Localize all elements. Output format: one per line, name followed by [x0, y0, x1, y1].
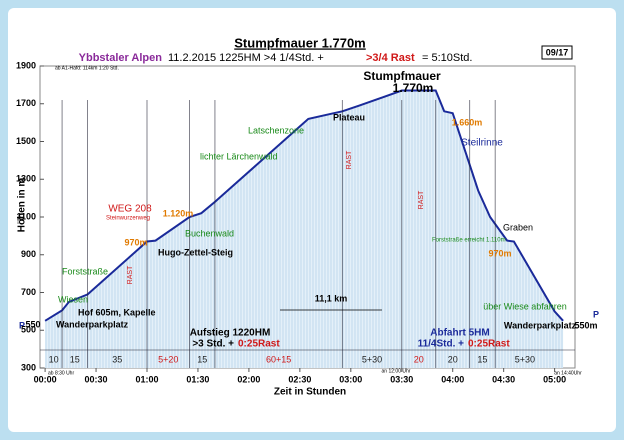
annotation: ab 8:30 Uhr [48, 370, 74, 376]
annotation: Steinwurzenweg [106, 216, 150, 222]
y-tick-label: 900 [21, 249, 36, 259]
summary-down-time: 11/4Std. + [418, 339, 465, 350]
annotation: WEG 208 [108, 204, 152, 215]
y-tick-label: 300 [21, 362, 36, 372]
profile-line [44, 89, 564, 322]
annotation: Stumpfmauer [363, 69, 441, 83]
info: 11.2.2015 1225HM >4 1/4Std. + [168, 52, 324, 64]
y-tick-label: 1700 [16, 98, 36, 108]
total: = 5:10Std. [422, 52, 472, 64]
y-tick-label: 500 [21, 325, 36, 335]
y-tick-label: 1900 [16, 60, 36, 70]
summary-down: Abfahrt 5HM [430, 328, 489, 339]
segment-label: 20 [448, 354, 458, 364]
annotation: Hugo-Zettel-Steig [158, 247, 233, 257]
annotation: RAST [346, 150, 353, 169]
annotation: Graben [503, 222, 533, 232]
segment-label: 15 [477, 354, 487, 364]
y-tick-label: 1500 [16, 136, 36, 146]
annotation: 970m [124, 237, 147, 247]
annotation: Forststraße erreicht 1.110m [432, 238, 506, 244]
annotation: 11,1 km [315, 293, 348, 303]
annotation: 1.770m [393, 81, 434, 95]
annotation: über Wiese abfahren [483, 301, 567, 311]
summary-up-rest: 0:25Rast [238, 339, 280, 350]
segment-label: 35 [112, 354, 122, 364]
x-tick-label: 04:00 [441, 374, 464, 384]
summary-up-time: >3 Std. + [192, 339, 234, 350]
annotation: Wanderparkplatz [504, 320, 577, 330]
title: Stumpfmauer 1.770m [234, 35, 366, 50]
x-tick-label: 00:00 [34, 374, 57, 384]
annotation: ab A1-Hafd: 114km 1:20 Std. [55, 65, 119, 71]
segment-label: 20 [414, 354, 424, 364]
annotation: Plateau [333, 112, 365, 122]
annotation: Wanderparkplatz [56, 319, 129, 329]
segment-label: 5+30 [515, 354, 535, 364]
annotation: an 12:00 Uhr [382, 368, 411, 374]
annotation: 550m [574, 320, 597, 330]
summary-down-rest: 0:25Rast [468, 339, 510, 350]
x-tick-label: 01:00 [135, 374, 158, 384]
annotation: Latschenzone [248, 125, 304, 135]
annotation: Buchenwald [185, 228, 234, 238]
x-tick-label: 05:00 [543, 374, 566, 384]
x-tick-label: 01:30 [186, 374, 209, 384]
annotation: 1.120m [163, 208, 194, 218]
y-axis-title: Höhen in m [17, 178, 28, 233]
segment-label: 15 [197, 354, 207, 364]
x-tick-label: 02:00 [237, 374, 260, 384]
annotation: 550 [25, 319, 40, 329]
annotation: RAST [418, 190, 425, 209]
x-tick-label: 03:00 [339, 374, 362, 384]
segment-label: 15 [70, 354, 80, 364]
y-tick-label: 700 [21, 287, 36, 297]
y-tick-label: 1300 [16, 174, 36, 184]
x-tick-label: 03:30 [390, 374, 413, 384]
segment-label: 5+20 [158, 354, 178, 364]
annotation: Forststraße [62, 266, 108, 276]
annotation: Steilrinne [461, 138, 503, 149]
annotation: Wiesen [58, 294, 88, 304]
annotation: lichter Lärchenwald [200, 151, 278, 161]
annotation: P [19, 320, 25, 330]
segment-label: 5+30 [362, 354, 382, 364]
x-tick-label: 04:30 [492, 374, 515, 384]
badge: 09/17 [546, 47, 569, 57]
annotation: RAST [127, 265, 134, 284]
x-tick-label: 02:30 [288, 374, 311, 384]
profile-area [45, 90, 564, 368]
x-axis-title: Zeit in Stunden [274, 387, 346, 398]
badge-box [541, 45, 573, 60]
annotation: 1.660m [452, 117, 483, 127]
annotation: Hof 605m, Kapelle [78, 307, 156, 317]
x-tick-label: 00:30 [85, 374, 108, 384]
annotation: an 14:40Uhr [554, 370, 582, 376]
summary-up: Aufstieg 1220HM [190, 328, 271, 339]
y-tick-label: 1100 [16, 211, 36, 221]
segment-label: 10 [49, 354, 59, 364]
annotation: 970m [488, 248, 511, 258]
segment-label: 60+15 [266, 354, 291, 364]
region: Ybbstaler Alpen [79, 52, 163, 64]
annotation: P [593, 309, 599, 319]
rest: >3/4 Rast [366, 52, 415, 64]
